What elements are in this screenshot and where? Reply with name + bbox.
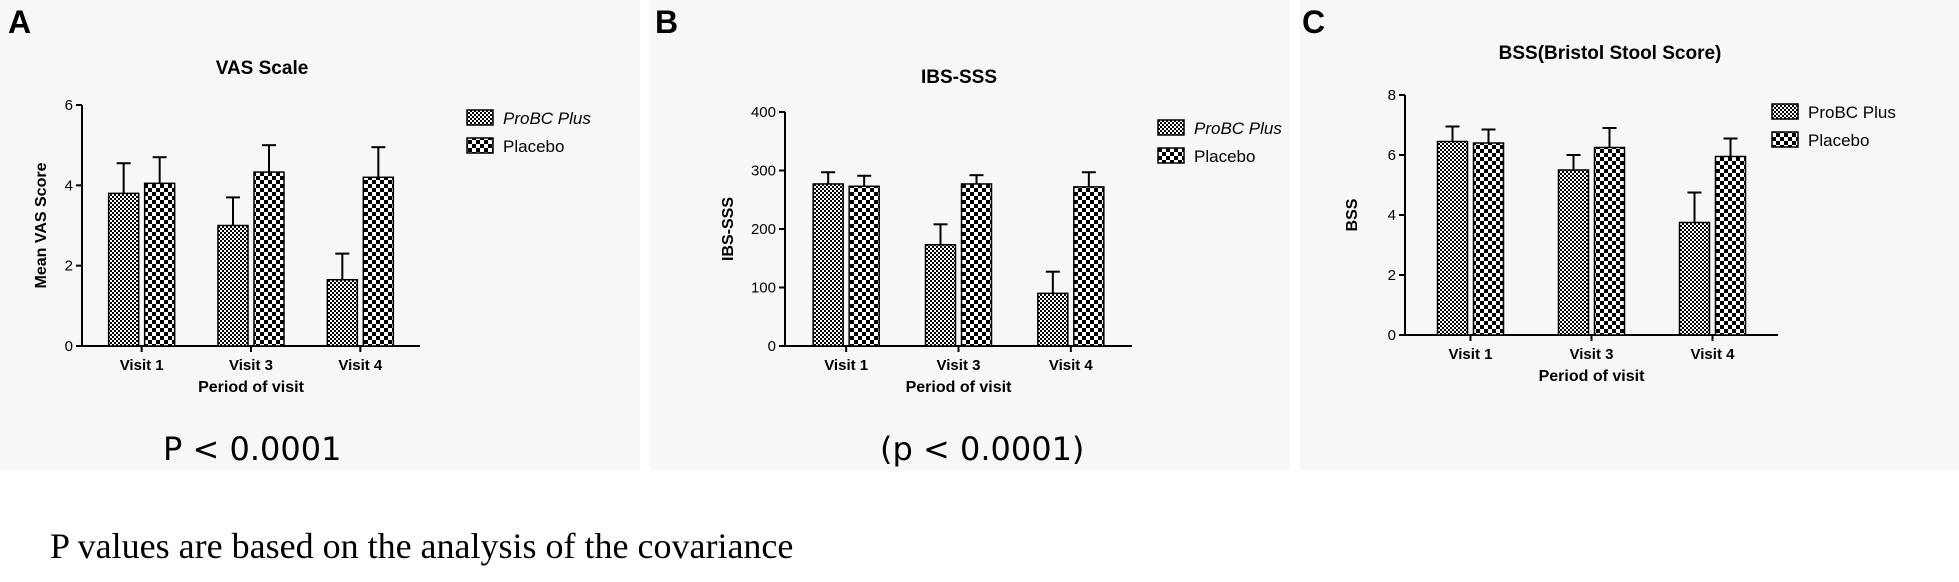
bar-placebo [362, 176, 395, 347]
panel-letter-c: C [1302, 4, 1326, 40]
chart-bss: BSS(Bristol Stool Score) 0 2 4 6 8 BSS Visit 1 V… [1344, 43, 1896, 385]
y-axis-label: Mean VAS Score [33, 162, 50, 288]
y-axis-label: IBS-SSS [720, 197, 737, 261]
bar-probc [1037, 292, 1069, 347]
legend-swatch [1157, 147, 1185, 164]
bar-placebo [1714, 155, 1747, 336]
legend-swatch [1771, 131, 1799, 148]
x-axis-label: Period of visit [198, 379, 304, 396]
x-tick-label: Visit 4 [1049, 357, 1094, 374]
bar-placebo [1472, 142, 1505, 336]
panel-a [0, 0, 640, 470]
x-tick-label: Visit 1 [120, 357, 164, 374]
bar-probc [1678, 221, 1711, 336]
panel-letter-a: A [8, 4, 32, 40]
y-tick-label: 0 [65, 338, 73, 355]
bar-placebo [960, 183, 993, 347]
bar-probc [326, 278, 359, 347]
x-tick-label: Visit 3 [1570, 346, 1614, 363]
chart-ibs-sss: IBS-SSS 0 100 200 300 400 IBS-SSS Visit 1 Visit … [720, 67, 1282, 396]
chart-title: IBS-SSS [921, 67, 997, 88]
bar-placebo [253, 171, 285, 347]
chart-vas-scale: VAS Scale 0 2 4 6 Mean VAS Score Visit 1 Visit … [33, 58, 591, 396]
panel-c [1300, 0, 1959, 470]
legend-label: Placebo [503, 137, 564, 156]
legend-swatch [466, 109, 494, 126]
y-tick-label: 100 [751, 280, 776, 297]
bar-probc [1557, 169, 1590, 336]
bar-probc [217, 224, 249, 347]
x-tick-label: Visit 1 [824, 357, 868, 374]
bar-placebo [848, 185, 880, 347]
chart-title: BSS(Bristol Stool Score) [1499, 43, 1722, 64]
bar-probc [107, 192, 140, 347]
x-tick-label: Visit 3 [937, 357, 981, 374]
panel-letter-b: B [655, 4, 679, 40]
y-tick-label: 0 [1388, 327, 1396, 344]
legend-swatch [466, 137, 494, 154]
y-tick-label: 200 [751, 221, 776, 238]
y-tick-label: 0 [768, 338, 776, 355]
y-tick-label: 2 [65, 258, 73, 275]
p-value-a: P < 0.0001 [163, 430, 342, 468]
y-tick-label: 6 [65, 97, 73, 114]
bar-placebo [1073, 186, 1105, 347]
x-tick-label: Visit 3 [229, 357, 273, 374]
p-value-b: (p < 0.0001) [880, 430, 1085, 468]
bar-placebo [143, 182, 176, 347]
legend-label: ProBC Plus [1808, 103, 1896, 122]
x-tick-label: Visit 4 [1691, 346, 1736, 363]
chart-title: VAS Scale [216, 58, 309, 79]
y-tick-label: 8 [1388, 87, 1396, 104]
legend-label: Placebo [1194, 147, 1255, 166]
legend-swatch [1771, 103, 1799, 120]
y-tick-label: 400 [751, 104, 776, 121]
y-tick-label: 4 [1388, 207, 1396, 224]
bar-probc [924, 244, 957, 347]
y-tick-label: 300 [751, 163, 776, 180]
x-tick-label: Visit 1 [1449, 346, 1493, 363]
legend-label: ProBC Plus [503, 109, 591, 128]
y-tick-label: 2 [1388, 267, 1396, 284]
y-tick-label: 6 [1388, 147, 1396, 164]
bar-placebo [1593, 146, 1626, 336]
legend-label: Placebo [1808, 131, 1869, 150]
legend-swatch [1157, 119, 1185, 136]
x-tick-label: Visit 4 [338, 357, 383, 374]
footnote: P values are based on the analysis of th… [50, 526, 794, 566]
x-axis-label: Period of visit [1539, 368, 1645, 385]
legend-label: ProBC Plus [1194, 119, 1282, 138]
bar-probc [812, 183, 844, 347]
bar-probc [1436, 140, 1469, 336]
y-tick-label: 4 [65, 177, 73, 194]
y-axis-label: BSS [1344, 198, 1361, 231]
x-axis-label: Period of visit [906, 379, 1012, 396]
